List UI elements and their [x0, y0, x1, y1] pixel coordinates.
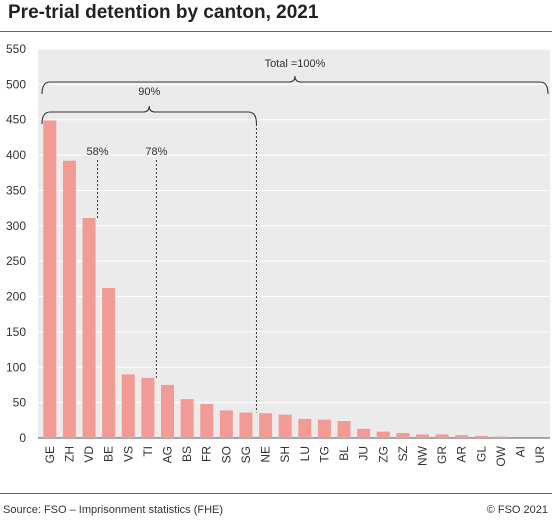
bar-vd: [82, 218, 96, 438]
x-tick-label: JU: [357, 446, 371, 461]
x-tick-label: LU: [298, 446, 312, 461]
footer-divider: [0, 493, 552, 494]
bar-sg: [239, 412, 253, 438]
x-tick-label: SZ: [396, 446, 410, 461]
y-tick-label: 450: [6, 113, 26, 127]
bar-bl: [337, 421, 351, 438]
y-tick-label: 0: [19, 431, 26, 445]
x-tick-label: SG: [239, 446, 253, 463]
bar-tg: [317, 419, 331, 438]
y-tick-label: 550: [6, 42, 26, 56]
x-tick-label: ZH: [62, 446, 76, 462]
bar-lu: [298, 418, 312, 438]
bar-sh: [278, 414, 292, 438]
bar-zg: [376, 431, 390, 438]
bar-so: [219, 410, 233, 438]
bar-gr: [435, 434, 449, 438]
x-tick-label: VS: [121, 446, 135, 462]
title-divider: [0, 31, 552, 32]
x-tick-label: VD: [82, 446, 96, 463]
y-tick-label: 350: [6, 183, 26, 197]
bar-ge: [43, 120, 57, 439]
fifty-eight-percent-label: 58%: [87, 146, 109, 158]
y-tick-label: 400: [6, 148, 26, 162]
x-tick-label: TG: [317, 446, 331, 463]
y-tick-label: 200: [6, 290, 26, 304]
x-tick-label: AI: [514, 446, 528, 457]
bar-ag: [161, 384, 174, 438]
source-note: Source: FSO – Imprisonment statistics (F…: [3, 504, 224, 516]
x-tick-label: AR: [455, 446, 469, 463]
x-tick-label: BL: [337, 446, 351, 461]
total-label: Total =100%: [265, 58, 326, 70]
copyright-note: © FSO 2021: [486, 504, 548, 516]
y-tick-label: 100: [6, 360, 26, 374]
x-tick-label: GL: [474, 446, 488, 462]
x-tick-label: ZG: [376, 446, 390, 463]
bar-ow: [494, 436, 508, 438]
y-tick-label: 150: [6, 325, 26, 339]
y-axis-ticks: 0 50 100 150 200 250 300 350 400 450 500 550: [6, 42, 26, 445]
y-tick-label: 50: [13, 396, 27, 410]
ninety-percent-brace: [41, 105, 258, 125]
x-axis-labels: GE ZH VD BE VS TI AG BS FR SO SG NE SH LU TG BL JU ZG SZ NW…: [43, 445, 547, 466]
y-tick-label: 300: [6, 219, 26, 233]
x-tick-label: UR: [533, 446, 547, 464]
plot-area: [38, 49, 550, 438]
x-tick-label: NE: [259, 446, 273, 463]
bar-ju: [357, 428, 371, 438]
bar-ne: [259, 413, 273, 438]
bar-zh: [62, 160, 76, 438]
bar-ti: [141, 377, 155, 438]
x-tick-label: SH: [278, 446, 292, 463]
annotations: Total =100% 90% 58% 78%: [41, 58, 549, 413]
bar-sz: [396, 433, 410, 438]
x-tick-label: BS: [180, 446, 194, 462]
seventy-eight-percent-label: 78%: [145, 146, 167, 158]
y-tick-label: 500: [6, 77, 26, 91]
x-tick-label: GR: [435, 446, 449, 464]
x-tick-label: OW: [494, 445, 508, 466]
x-tick-label: SO: [219, 446, 233, 463]
x-tick-label: GE: [43, 446, 57, 463]
x-tick-label: TI: [141, 446, 155, 457]
x-tick-label: BE: [102, 446, 116, 462]
chart-title: Pre-trial detention by canton, 2021: [8, 2, 319, 23]
bar-chart: 0 50 100 150 200 250 300 350 400 450 500 550 GE ZH VD…: [6, 42, 550, 467]
x-tick-label: NW: [416, 445, 430, 466]
x-tick-label: AG: [161, 446, 175, 463]
bar-be: [102, 288, 116, 438]
bar-gl: [474, 435, 488, 438]
bar-fr: [200, 404, 214, 438]
x-tick-label: FR: [200, 446, 214, 462]
ninety-percent-label: 90%: [138, 86, 160, 98]
bar-bs: [180, 399, 194, 438]
total-brace: [41, 75, 549, 95]
bars: [43, 120, 508, 439]
bar-nw: [416, 434, 429, 438]
y-tick-label: 250: [6, 254, 26, 268]
bar-ar: [455, 435, 469, 438]
bar-vs: [121, 374, 135, 438]
